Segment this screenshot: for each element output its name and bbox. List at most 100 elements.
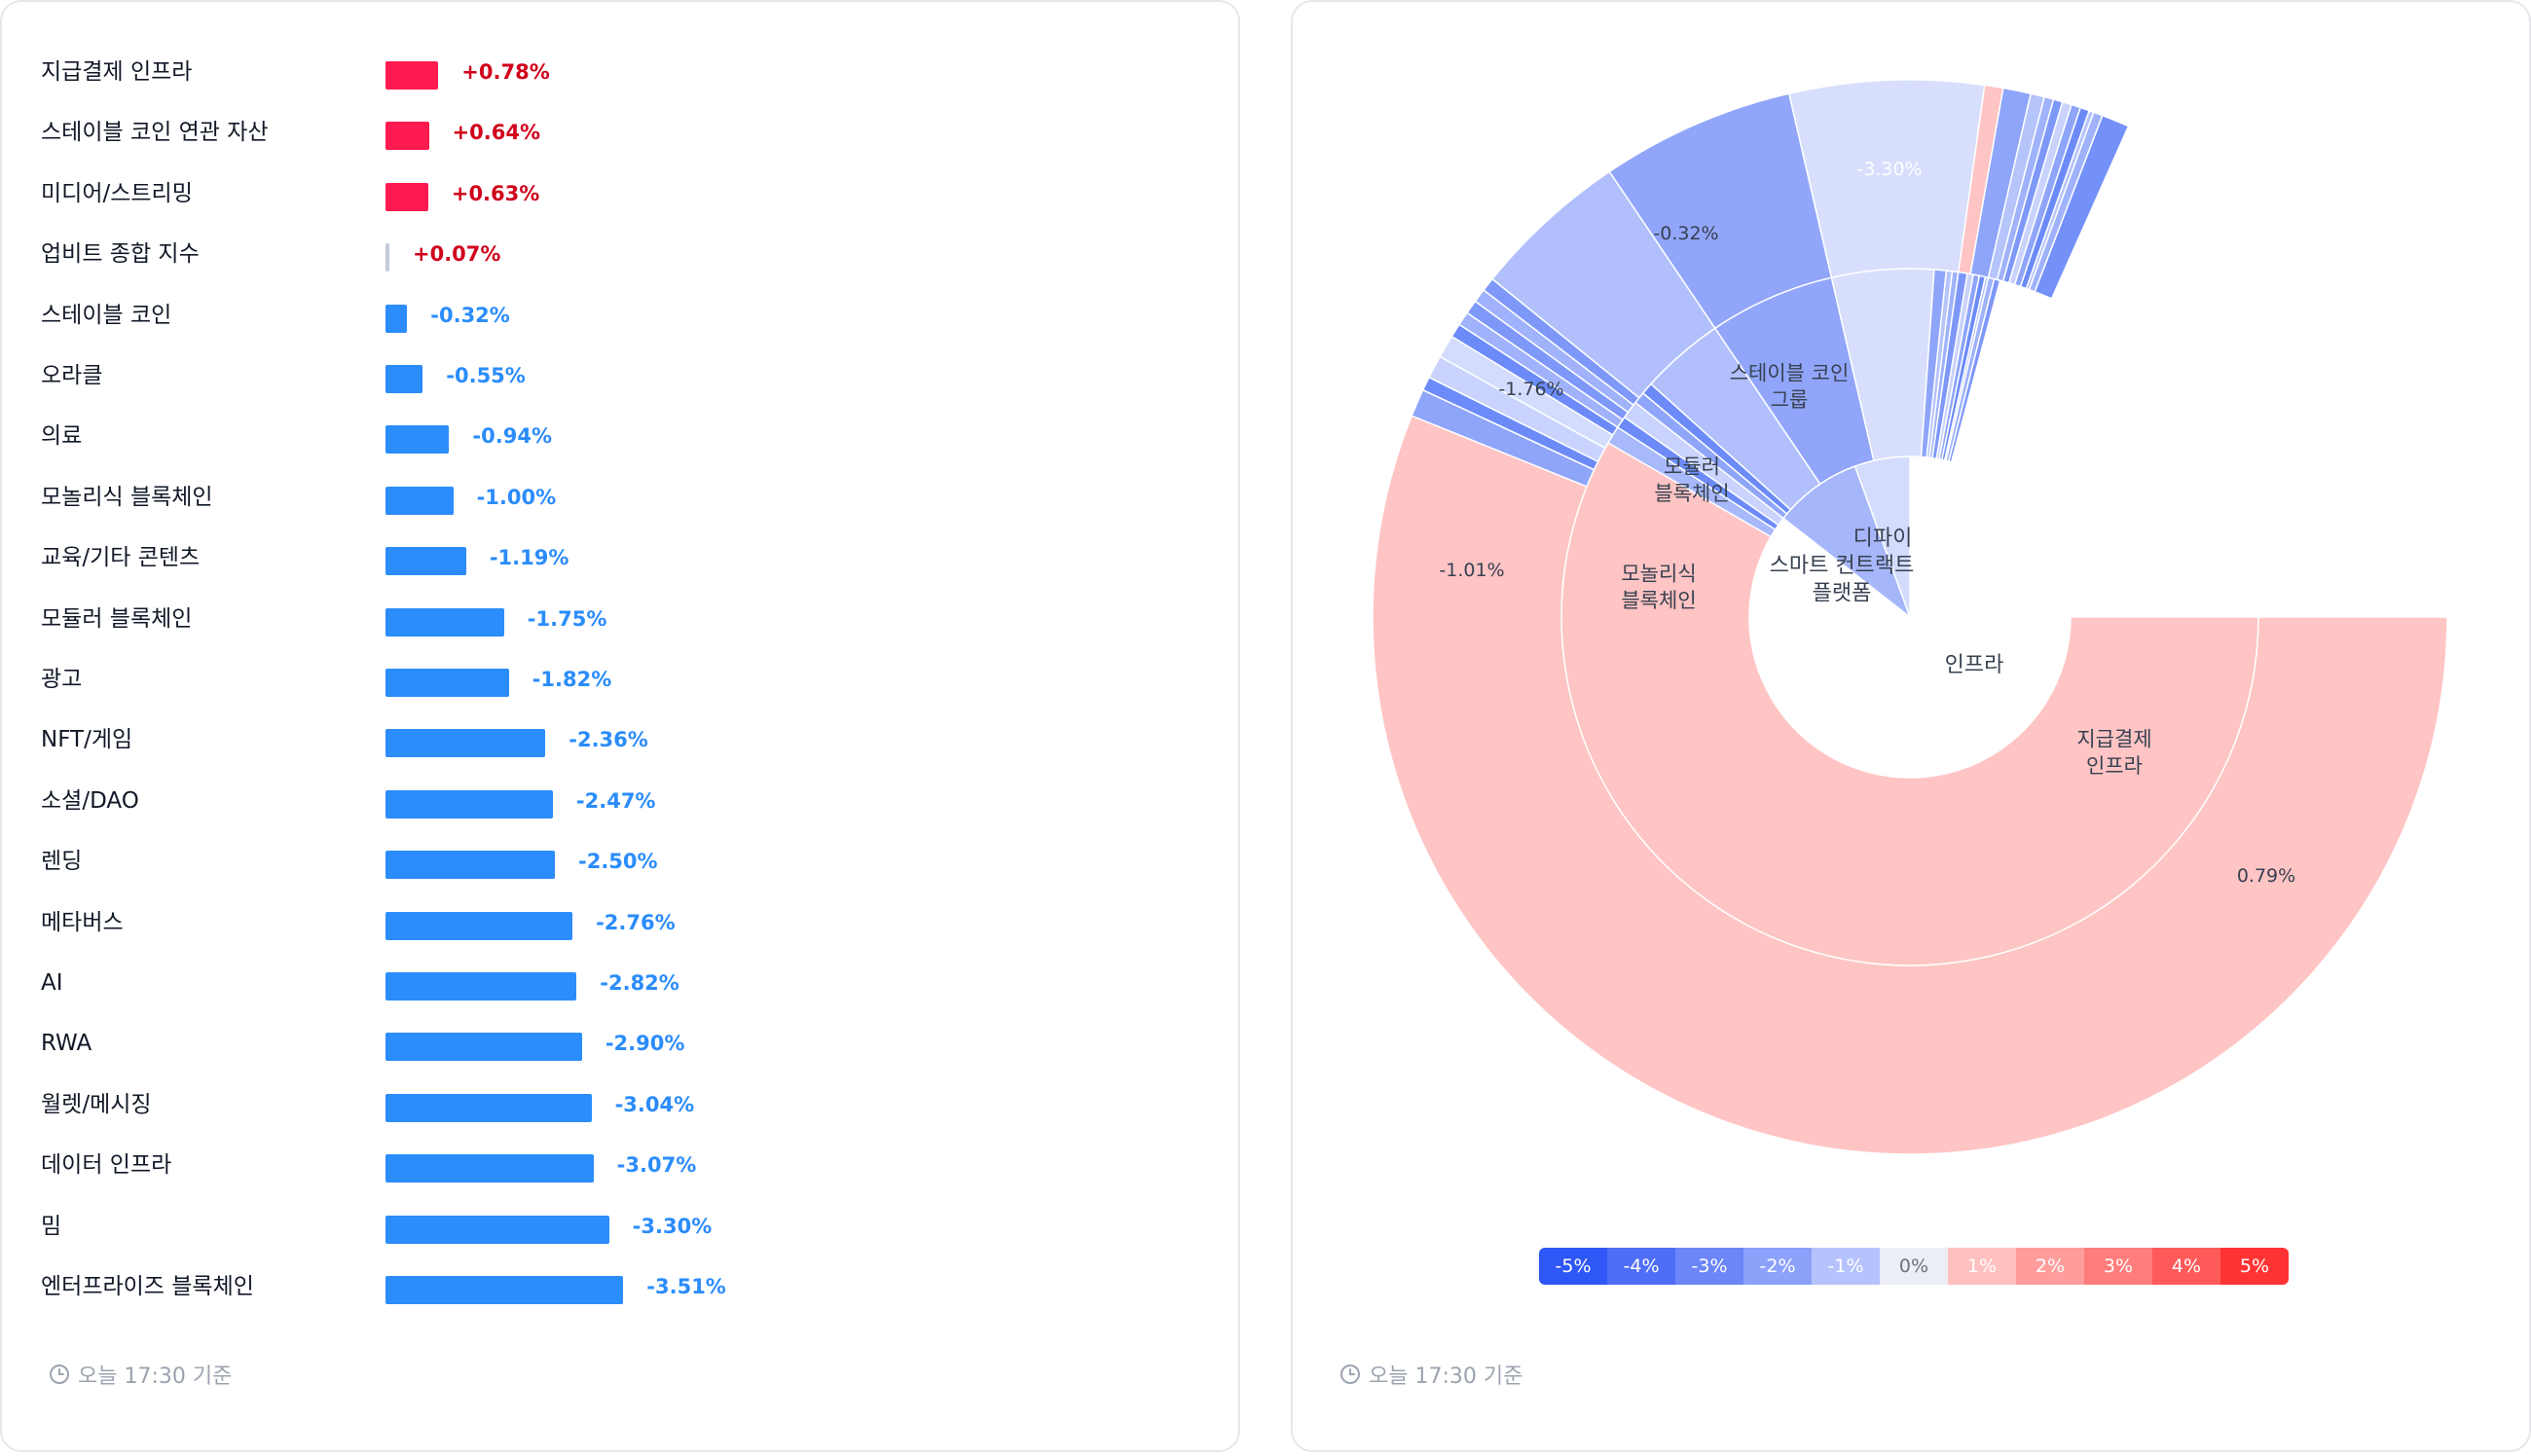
legend-swatch: -1% (1812, 1248, 1880, 1285)
bar-row[interactable]: 업비트 종합 지수 +0.07% (2, 235, 1238, 273)
bar-value-label: -2.50% (578, 850, 658, 874)
sunburst-segment[interactable] (1450, 323, 1619, 436)
bar (385, 486, 454, 515)
timestamp-label: 오늘 17:30 기준 (78, 1365, 233, 1389)
sunburst-label: -1.76% (1498, 379, 1563, 400)
sunburst-segment[interactable] (1411, 388, 1596, 488)
bar-value-label: -3.51% (646, 1275, 726, 1298)
bar (385, 972, 577, 1001)
bar-value-label: -3.30% (632, 1214, 713, 1238)
sunburst-segment[interactable] (1987, 92, 2046, 281)
sunburst-label: 스마트 컨트랙트 플랫폼 (1770, 554, 1915, 606)
bar-category-label: 월렛/메시징 (41, 1091, 152, 1117)
bar-value-label: -1.19% (489, 546, 569, 570)
bar-value-label: -0.55% (446, 364, 526, 387)
bar-row[interactable]: 엔터프라이즈 블록체인 -3.51% (2, 1267, 1238, 1306)
bar-row[interactable]: 지급결제 인프라 +0.78% (2, 53, 1238, 91)
sunburst-segment[interactable] (1483, 277, 1640, 407)
bar (385, 182, 428, 211)
legend-swatch: 0% (1880, 1248, 1948, 1285)
bar-category-label: 업비트 종합 지수 (41, 241, 200, 268)
bar (385, 1215, 609, 1244)
sunburst-segment[interactable] (2034, 114, 2130, 300)
sunburst-label: -0.32% (1653, 223, 1718, 244)
sunburst-segment[interactable] (1957, 84, 2004, 275)
bar-row[interactable]: AI -2.82% (2, 964, 1238, 1002)
bar (385, 729, 546, 758)
sunburst-label: -1.01% (1439, 560, 1504, 581)
bar-category-label: 밈 (41, 1213, 62, 1239)
bar-row[interactable]: 월렛/메시징 -3.04% (2, 1085, 1238, 1124)
legend-swatch: 3% (2084, 1248, 2152, 1285)
sunburst-segment[interactable] (1458, 311, 1625, 429)
sunburst-label: 스테이블 코인 그룹 (1730, 361, 1850, 411)
bar-value-label: -2.90% (605, 1032, 685, 1056)
bar-value-label: +0.07% (413, 242, 501, 267)
sunburst-segment[interactable] (1466, 300, 1630, 421)
bar-category-label: 메타버스 (41, 909, 124, 935)
bar-value-label: -1.75% (527, 606, 607, 631)
bar-value-label: +0.64% (452, 121, 540, 145)
bar-category-label: 렌딩 (41, 849, 83, 875)
sunburst-segment[interactable] (1372, 415, 2448, 1155)
bar (385, 304, 408, 333)
bar-category-label: 교육/기타 콘텐츠 (41, 545, 201, 571)
bar-row[interactable]: 소셜/DAO -2.47% (2, 782, 1238, 820)
sunburst-segment[interactable] (1421, 376, 1599, 471)
bar-row[interactable]: 스테이블 코인 연관 자산 +0.64% (2, 113, 1238, 152)
bar-category-label: 의료 (41, 423, 83, 450)
sunburst-panel: 인프라 스마트 컨트랙트 플랫폼 디파이 지급결제 인프라 모놀리식 블록체인 모듈러 블록체인 스… (1291, 0, 2531, 1452)
bar-value-label: -0.32% (430, 303, 510, 327)
sunburst-label: 디파이 (1853, 527, 1913, 551)
bar-category-label: 광고 (41, 667, 83, 692)
bar (385, 1154, 594, 1183)
bar-row[interactable]: 의료 -0.94% (2, 417, 1238, 455)
bar-value-label: -2.82% (600, 971, 679, 995)
bar-row[interactable]: 메타버스 -2.76% (2, 903, 1238, 942)
sunburst-segment[interactable] (1787, 79, 1986, 279)
bar-category-label: RWA (41, 1031, 92, 1057)
legend-swatch: -4% (1607, 1248, 1675, 1285)
bar (385, 851, 555, 880)
bar-row[interactable]: 교육/기타 콘텐츠 -1.19% (2, 538, 1238, 577)
bar-chart-panel: 지급결제 인프라 +0.78% 스테이블 코인 연관 자산 +0.64% 미디어/스트리… (0, 0, 1240, 1452)
sunburst-segment[interactable] (1490, 170, 1716, 399)
sunburst-label: 인프라 (1945, 653, 2004, 677)
bar-category-label: 모놀리식 블록체인 (41, 484, 213, 510)
bar-row[interactable]: NFT/게임 -2.36% (2, 720, 1238, 759)
bar-category-label: 데이터 인프라 (41, 1152, 172, 1179)
bar (385, 789, 553, 819)
clock-icon (50, 1365, 69, 1384)
legend-swatch: 5% (2220, 1248, 2289, 1285)
sunburst-segment[interactable] (1439, 335, 1614, 450)
bar-row[interactable]: RWA -2.90% (2, 1024, 1238, 1063)
bar-row[interactable]: 광고 -1.82% (2, 660, 1238, 699)
sunburst-segment[interactable] (1474, 288, 1635, 414)
bar (385, 607, 504, 637)
bar-category-label: 미디어/스트리밍 (41, 180, 193, 206)
timestamp-label: 오늘 17:30 기준 (1369, 1365, 1523, 1389)
legend-swatch: -3% (1675, 1248, 1743, 1285)
bar-category-label: 엔터프라이즈 블록체인 (41, 1274, 254, 1299)
sunburst-segment[interactable] (1427, 355, 1606, 463)
legend-swatch: -5% (1539, 1248, 1607, 1285)
bar-value-label: -2.76% (596, 910, 676, 934)
bar-row[interactable]: 렌딩 -2.50% (2, 842, 1238, 881)
bar-category-label: 모듈러 블록체인 (41, 605, 193, 632)
bar-row[interactable]: 밈 -3.30% (2, 1207, 1238, 1246)
bar (385, 243, 389, 273)
bar-row[interactable]: 모놀리식 블록체인 -1.00% (2, 478, 1238, 517)
sunburst-segment[interactable] (1608, 92, 1833, 330)
bar-row[interactable]: 데이터 인프라 -3.07% (2, 1146, 1238, 1184)
bar-value-label: -2.36% (569, 728, 648, 752)
sunburst-label: 지급결제 인프라 (2076, 727, 2151, 777)
sunburst-segment[interactable] (1969, 87, 2033, 279)
bar-row[interactable]: 스테이블 코인 -0.32% (2, 296, 1238, 335)
bar-category-label: 스테이블 코인 (41, 302, 172, 328)
bar (385, 1276, 624, 1304)
bar-row[interactable]: 오라클 -0.55% (2, 356, 1238, 395)
bar-value-label: -1.00% (476, 485, 557, 509)
bar (385, 1093, 592, 1122)
bar-row[interactable]: 모듈러 블록체인 -1.75% (2, 600, 1238, 638)
bar-row[interactable]: 미디어/스트리밍 +0.63% (2, 174, 1238, 213)
